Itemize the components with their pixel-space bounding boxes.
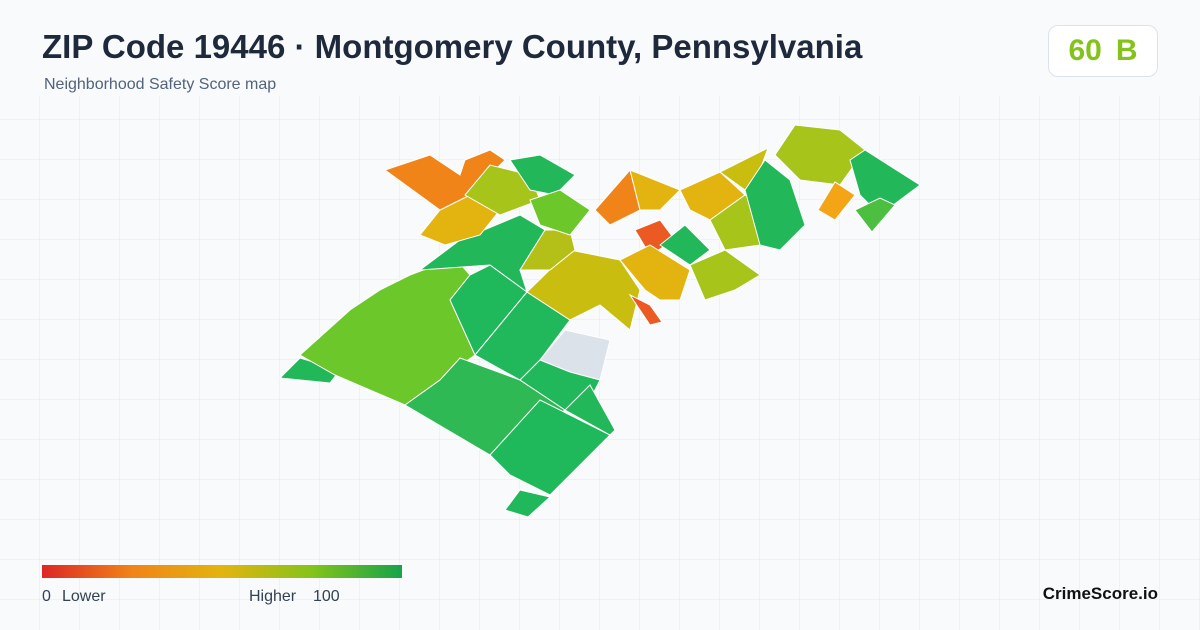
area <box>817 181 856 221</box>
area <box>659 224 711 266</box>
legend-max: 100 <box>313 588 340 605</box>
area <box>689 249 761 301</box>
area <box>509 154 576 196</box>
area <box>526 249 641 331</box>
area <box>849 149 921 216</box>
area <box>628 293 663 326</box>
area <box>474 291 571 381</box>
area <box>629 169 681 211</box>
area <box>504 489 552 518</box>
area <box>529 189 591 236</box>
area <box>383 149 506 211</box>
area <box>519 229 576 271</box>
score: 60 <box>1068 34 1102 67</box>
legend-max-label: Higher <box>249 588 297 605</box>
area <box>564 384 616 436</box>
area <box>744 159 806 251</box>
legend-min-label: Lower <box>62 588 106 605</box>
score-badge: 60 B <box>1048 25 1158 77</box>
zip-areas <box>278 124 921 518</box>
title: ZIP Code 19446 · Montgomery County, Penn… <box>42 28 863 65</box>
area <box>619 244 691 301</box>
grade: B <box>1115 34 1138 67</box>
area <box>489 399 611 496</box>
subtitle: Neighborhood Safety Score map <box>44 76 277 93</box>
brand: CrimeScore.io <box>1042 584 1158 603</box>
legend-bar <box>42 565 402 578</box>
legend-min: 0 <box>42 588 51 605</box>
area <box>854 197 896 233</box>
